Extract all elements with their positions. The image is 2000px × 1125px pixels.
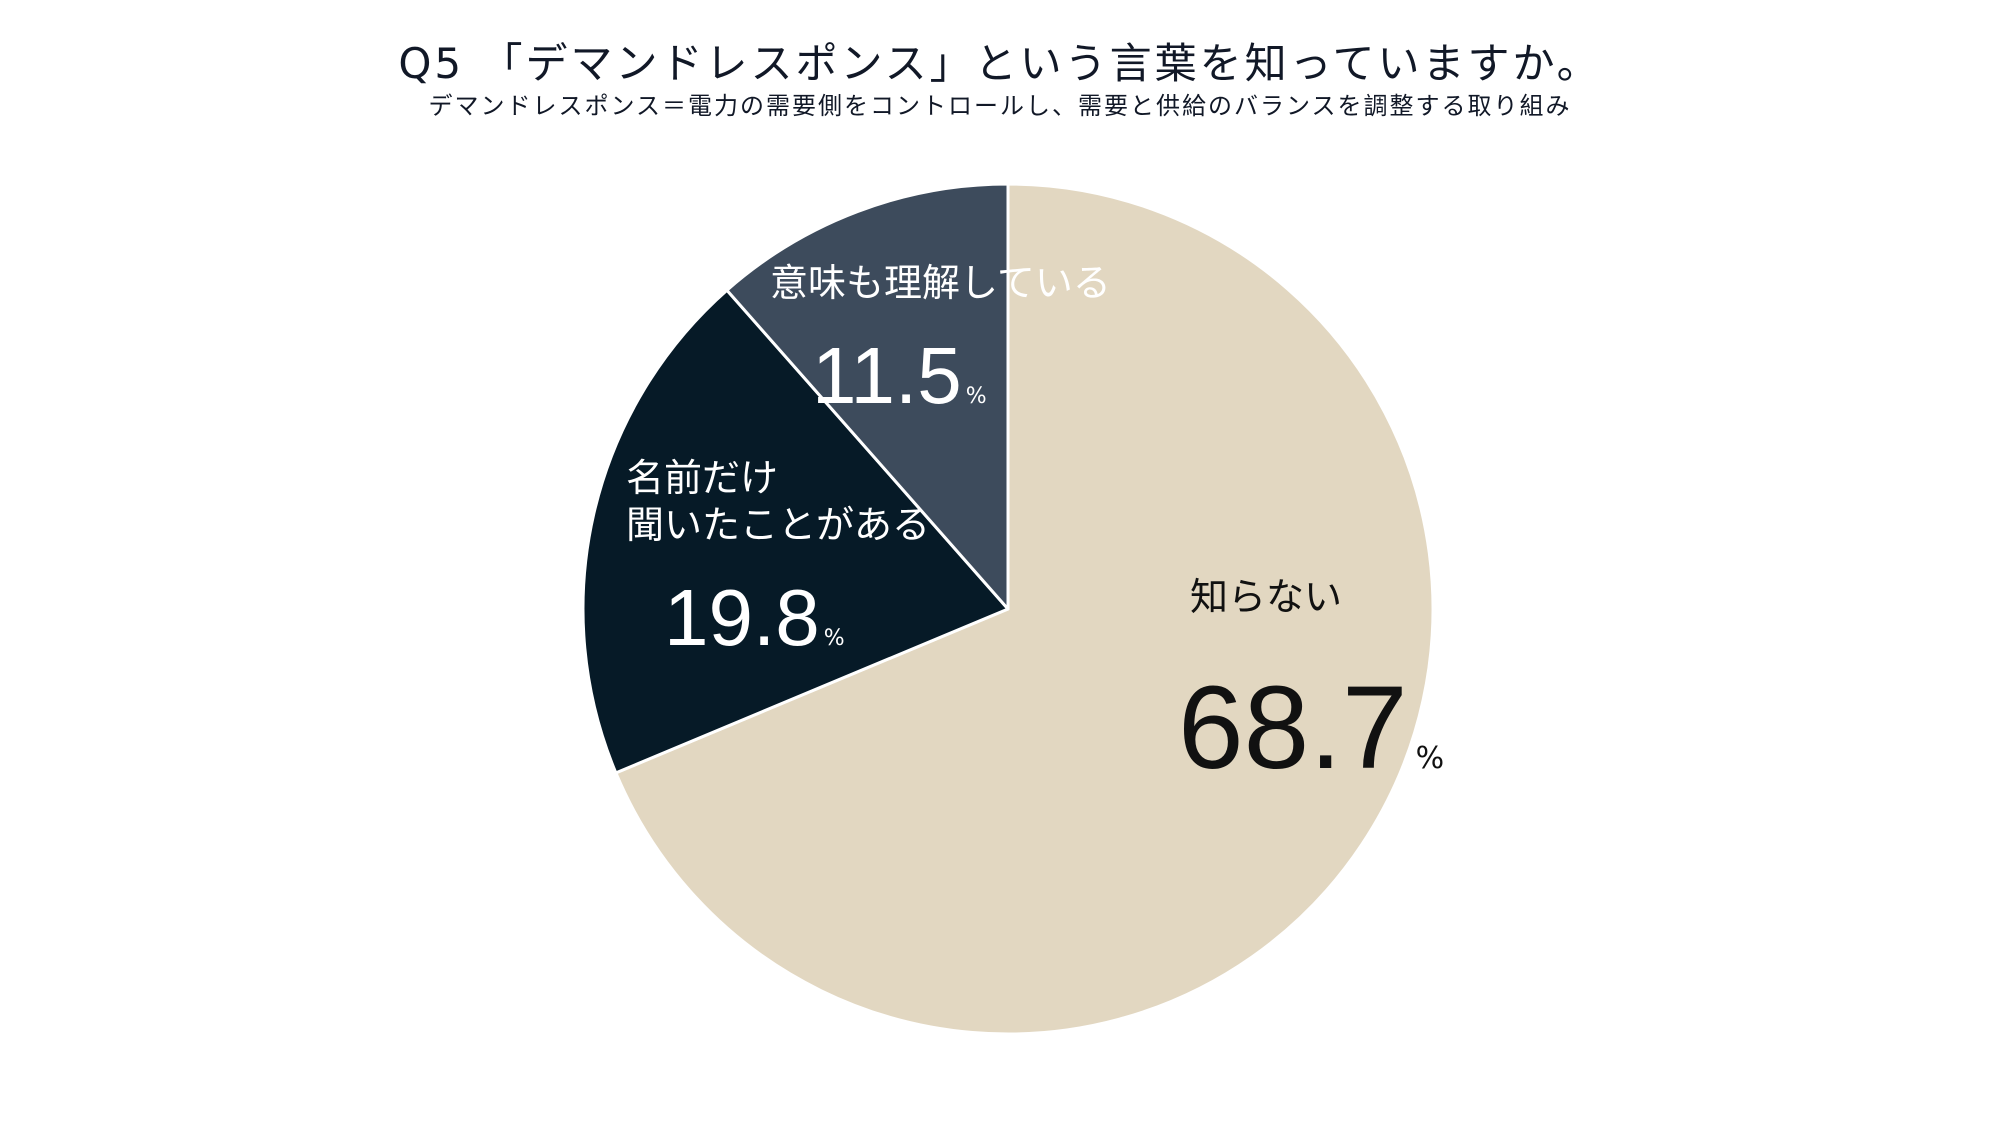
pie-slices <box>581 182 1435 1036</box>
pie-slice-3 <box>725 182 1010 611</box>
pie-slice-1 <box>614 182 1435 1036</box>
slice-unit: % <box>1416 741 1445 776</box>
slice-unit: % <box>824 626 845 651</box>
slice-value: 19.8% <box>664 573 845 662</box>
chart-title: Q5 「デマンドレスポンス」という言葉を知っていますか。 <box>398 39 1602 88</box>
chart-subtitle: デマンドレスポンス＝電力の需要側をコントロールし、需要と供給のバランスを調整する… <box>428 92 1572 120</box>
slice-value: 11.5% <box>812 331 987 420</box>
slice-value: 68.7% <box>1178 662 1444 794</box>
pie-slice-2 <box>581 288 1010 775</box>
slice-label: 意味も理解している <box>770 261 1111 305</box>
slice-label: 聞いたことがある <box>626 503 930 547</box>
slice-unit: % <box>966 384 987 409</box>
slice-label: 知らない <box>1190 575 1342 619</box>
slice-label: 名前だけ <box>626 456 778 500</box>
